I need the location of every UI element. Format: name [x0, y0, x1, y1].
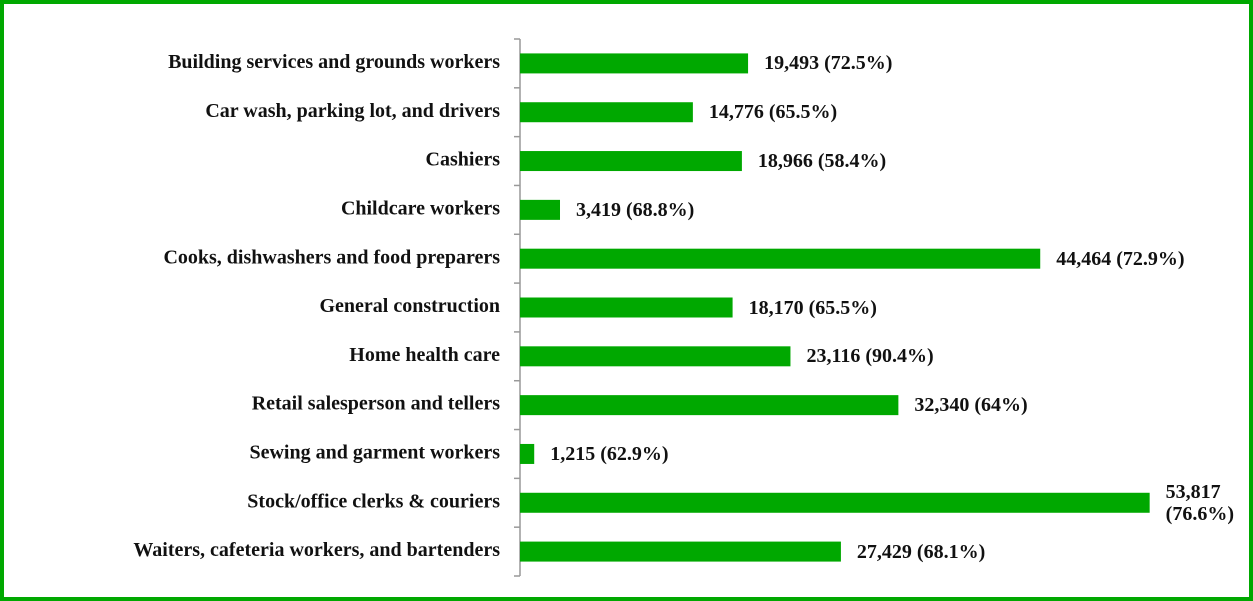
bar: [520, 395, 899, 416]
bar: [520, 151, 742, 172]
value-label: 1,215 (62.9%): [550, 442, 669, 465]
bar: [520, 492, 1150, 513]
y-tick-label: Cooks, dishwashers and food preparers: [163, 246, 500, 268]
bar: [520, 248, 1041, 269]
y-tick-label: Retail salesperson and tellers: [252, 393, 501, 415]
bar: [520, 541, 841, 562]
value-label: 27,429 (68.1%): [856, 540, 986, 563]
value-label: 18,966 (58.4%): [757, 150, 887, 173]
y-tick-label: Home health care: [349, 344, 500, 366]
y-tick-label: Waiters, cafeteria workers, and bartende…: [133, 539, 500, 561]
bar: [520, 297, 733, 318]
y-tick-label: Childcare workers: [341, 197, 500, 219]
y-tick-label: Building services and grounds workers: [168, 51, 500, 73]
value-label: 19,493 (72.5%): [764, 52, 893, 75]
value-label: 3,419 (68.8%): [576, 198, 695, 221]
value-label: 32,340 (64%): [914, 394, 1028, 417]
bar: [520, 53, 749, 74]
bar: [520, 199, 561, 220]
y-tick-label: Stock/office clerks & couriers: [247, 490, 500, 512]
bar: [520, 443, 535, 464]
value-label: 44,464 (72.9%): [1056, 247, 1185, 270]
bar: [520, 346, 791, 367]
value-label: 23,116 (90.4%): [806, 345, 934, 368]
y-tick-label: Car wash, parking lot, and drivers: [205, 100, 500, 122]
y-tick-label: General construction: [319, 295, 500, 317]
y-tick-label: Cashiers: [426, 149, 501, 171]
value-label: 14,776 (65.5%): [708, 101, 838, 124]
bar: [520, 102, 693, 123]
value-label: 53,817 (76.6%): [1165, 480, 1234, 525]
y-tick-label: Sewing and garment workers: [249, 442, 500, 464]
value-label: 18,170 (65.5%): [748, 296, 877, 319]
